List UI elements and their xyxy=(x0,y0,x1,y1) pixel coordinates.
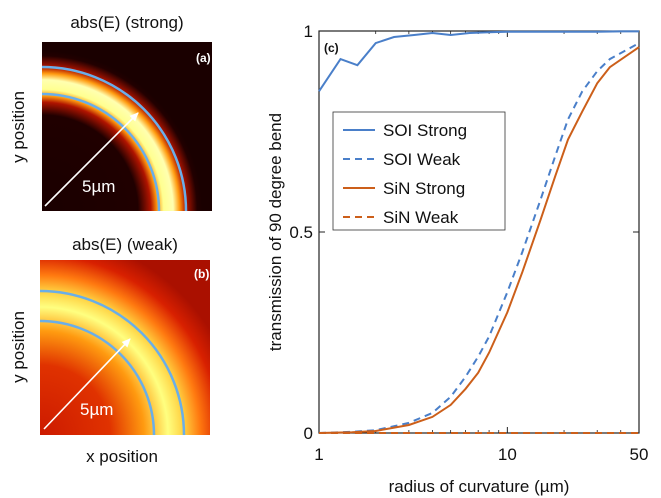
x-tick-label: 1 xyxy=(314,445,323,464)
panel-b-ylabel: y position xyxy=(9,311,28,383)
panel-a-inner-edge xyxy=(42,92,161,211)
panel-a-field xyxy=(42,42,212,211)
x-tick-label: 50 xyxy=(630,445,649,464)
panel-c-series-lines xyxy=(318,30,640,434)
panel-a-ylabel: y position xyxy=(9,91,28,163)
panel-b-radius-arrow xyxy=(43,338,131,430)
series-line-sin-strong xyxy=(318,46,640,434)
panel-c-line-chart: 1 10 50 0 0.5 1 (c) SOI Strong SOI Weak SiN Str… xyxy=(266,22,648,496)
panel-b-title: abs(E) (weak) xyxy=(72,235,178,254)
series-line-soi-strong xyxy=(318,30,639,92)
legend-box xyxy=(332,111,506,231)
panel-a-radius-arrow xyxy=(44,112,139,207)
panel-b-outer-edge xyxy=(40,289,186,435)
y-tick-label: 0 xyxy=(304,424,313,443)
series-line-soi-weak xyxy=(318,42,640,434)
legend-label: SOI Strong xyxy=(383,121,467,140)
panel-a-label: (a) xyxy=(196,51,211,65)
panel-b-heatmap: 5µm (b) xyxy=(40,260,210,435)
y-tick-label: 0.5 xyxy=(289,223,313,242)
panel-b-inner-edge xyxy=(40,319,156,435)
panel-c-label: (c) xyxy=(324,41,339,55)
legend-label: SOI Weak xyxy=(383,150,461,169)
panel-a-heatmap: 5µm (a) xyxy=(42,42,212,211)
panel-b-field xyxy=(40,260,210,435)
panel-b-radius-label: 5µm xyxy=(80,400,113,419)
legend-label: SiN Strong xyxy=(383,179,465,198)
panel-a-radius-label: 5µm xyxy=(82,177,115,196)
panel-b-label: (b) xyxy=(194,267,209,281)
panel-b-xlabel: x position xyxy=(86,447,158,466)
panel-c-xlabel: radius of curvature (µm) xyxy=(389,477,570,496)
panel-a-outer-edge xyxy=(42,65,188,211)
x-tick-label: 10 xyxy=(498,445,517,464)
legend-label: SiN Weak xyxy=(383,208,459,227)
panel-c-ylabel: transmission of 90 degree bend xyxy=(266,113,285,351)
panel-c-legend: SOI Strong SOI Weak SiN Strong SiN Weak xyxy=(332,111,506,231)
y-tick-label: 1 xyxy=(304,22,313,41)
panel-a-title: abs(E) (strong) xyxy=(70,13,183,32)
